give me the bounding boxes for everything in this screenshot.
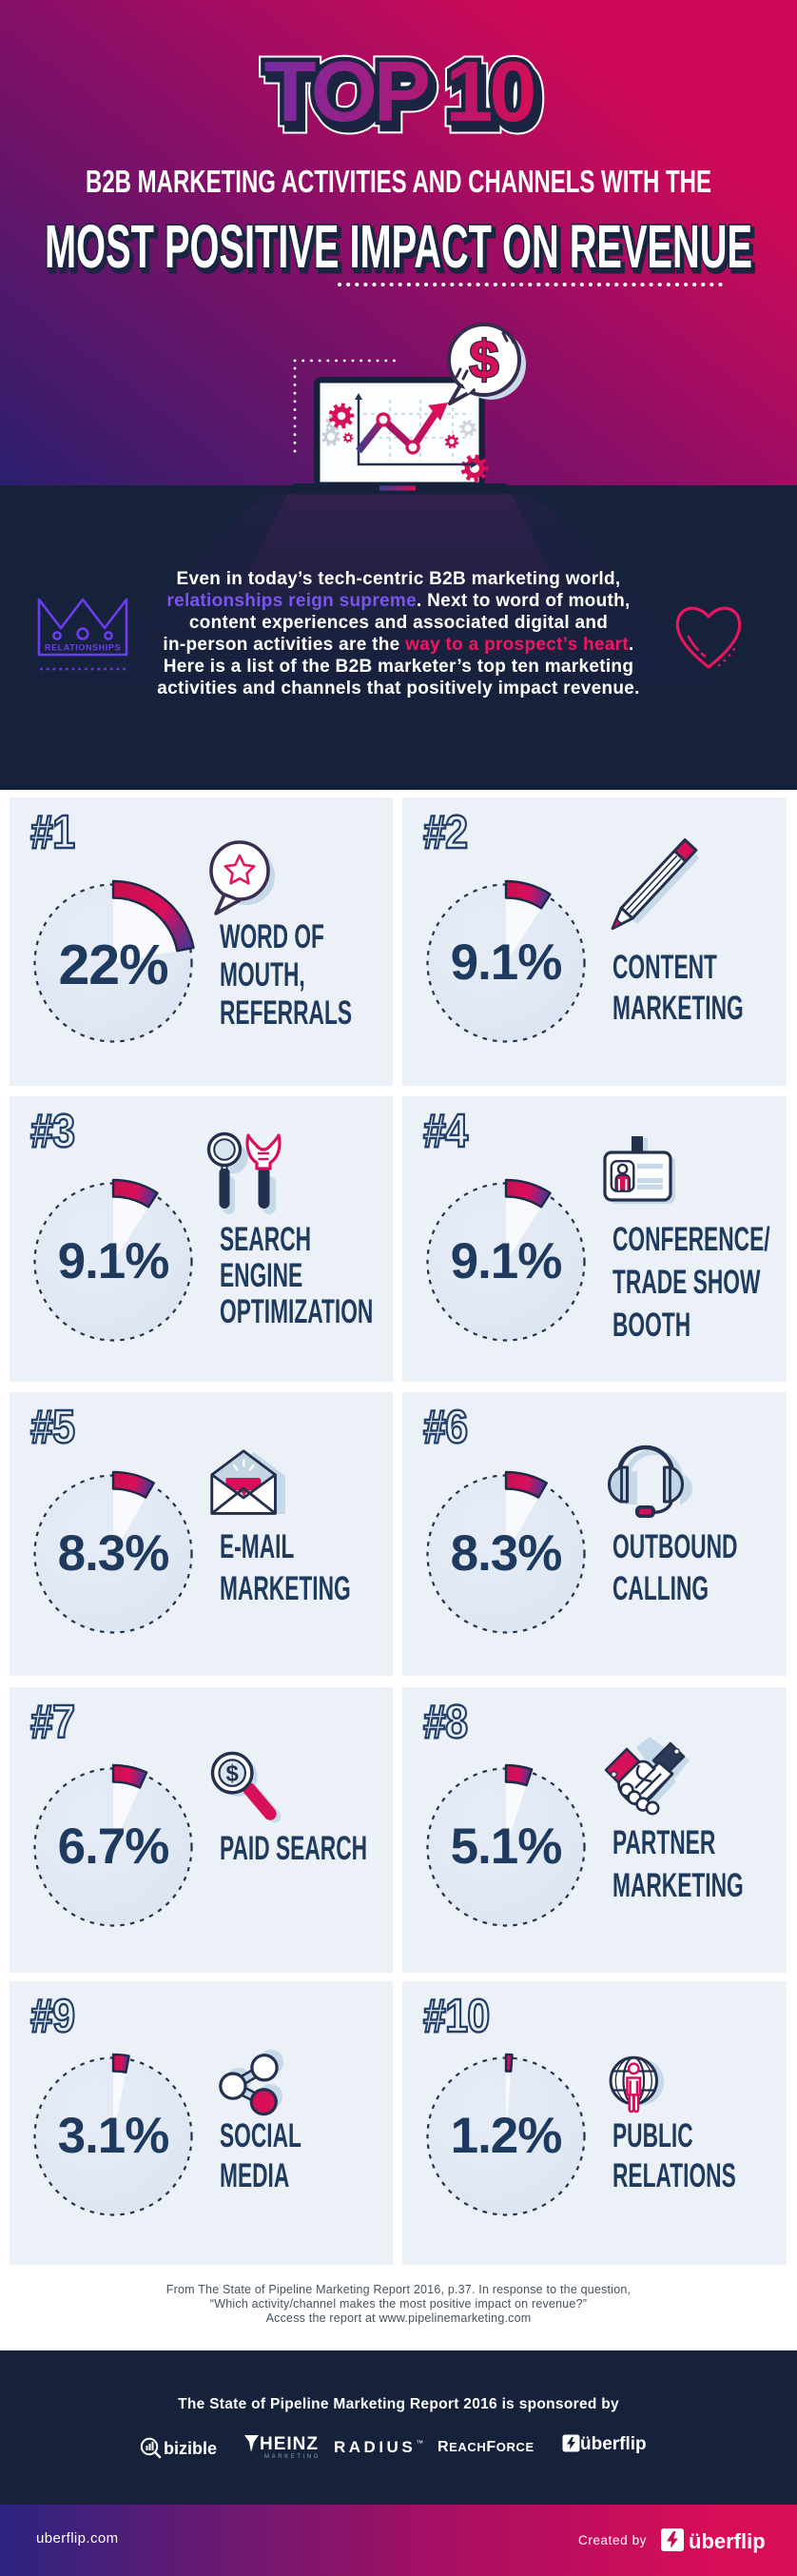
svg-text:$: $ (226, 1761, 240, 1787)
svg-text:MOST POSITIVE IMPACT ON REVENU: MOST POSITIVE IMPACT ON REVENUE (48, 216, 755, 285)
svg-text:MOST POSITIVE IMPACT ON REVENU: MOST POSITIVE IMPACT ON REVENUE (45, 212, 752, 281)
svg-text:TOP 10: TOP 10 (264, 46, 535, 140)
svg-text:$: $ (469, 329, 498, 389)
svg-text:überflip: überflip (689, 2529, 766, 2553)
svg-text:TOP 10: TOP 10 (269, 51, 539, 147)
svg-text:TOP 10: TOP 10 (264, 46, 535, 140)
svg-text:B2B MARKETING ACTIVITIES AND C: B2B MARKETING ACTIVITIES AND CHANNELS WI… (86, 164, 711, 198)
svg-text:RELATIONSHIPS: RELATIONSHIPS (45, 643, 121, 653)
svg-text:TOP 10: TOP 10 (269, 51, 539, 147)
